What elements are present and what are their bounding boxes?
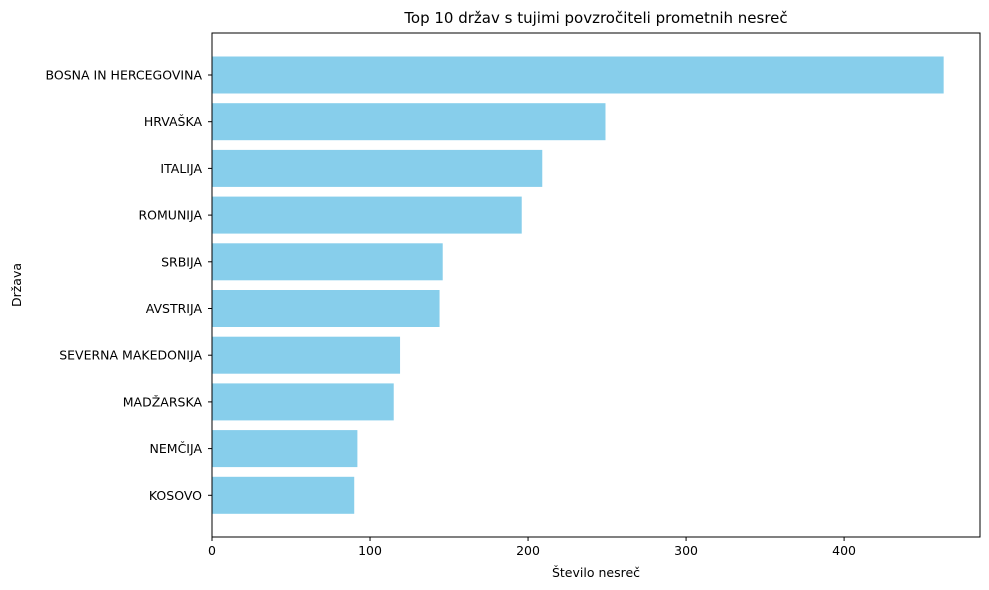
y-tick-label-avstrija: AVSTRIJA <box>146 301 203 316</box>
y-tick-label-kosovo: KOSOVO <box>149 488 202 503</box>
x-tick-label-100: 100 <box>358 543 382 558</box>
y-axis-label: Država <box>9 263 24 307</box>
y-tick-label-italija: ITALIJA <box>160 161 202 176</box>
bar-nemcija <box>212 430 358 468</box>
x-tick-label-200: 200 <box>516 543 540 558</box>
x-tick-label-0: 0 <box>208 543 216 558</box>
x-tick-label-400: 400 <box>832 543 856 558</box>
bar-srbija <box>212 243 443 281</box>
y-tick-label-romunija: ROMUNIJA <box>138 208 202 223</box>
chart-title: Top 10 držav s tujimi povzročiteli prome… <box>403 9 787 27</box>
bar-bosna-in-hercegovina <box>212 56 944 94</box>
bar-madzarska <box>212 383 394 421</box>
bar-hrvaska <box>212 103 606 141</box>
y-axis-ticks: BOSNA IN HERCEGOVINA HRVAŠKA ITALIJA ROMUNI… <box>46 68 212 503</box>
y-tick-label-bosna-in-hercegovina: BOSNA IN HERCEGOVINA <box>46 68 203 83</box>
bar-italija <box>212 149 543 187</box>
x-axis-label: Število nesreč <box>552 565 640 580</box>
plot-frame <box>211 32 981 538</box>
bar-severna-makedonija <box>212 336 401 374</box>
bars-group <box>212 56 944 514</box>
x-tick-label-300: 300 <box>674 543 698 558</box>
y-tick-label-nemcija: NEMČIJA <box>150 441 203 456</box>
bar-romunija <box>212 196 522 234</box>
y-tick-label-srbija: SRBIJA <box>161 254 202 269</box>
bar-kosovo <box>212 476 355 514</box>
x-axis-ticks: 0 100 200 300 400 <box>208 537 856 558</box>
y-tick-label-severna-makedonija: SEVERNA MAKEDONIJA <box>59 348 202 363</box>
y-tick-label-hrvaska: HRVAŠKA <box>144 114 203 129</box>
y-tick-label-madzarska: MADŽARSKA <box>123 394 203 409</box>
bar-avstrija <box>212 290 440 327</box>
